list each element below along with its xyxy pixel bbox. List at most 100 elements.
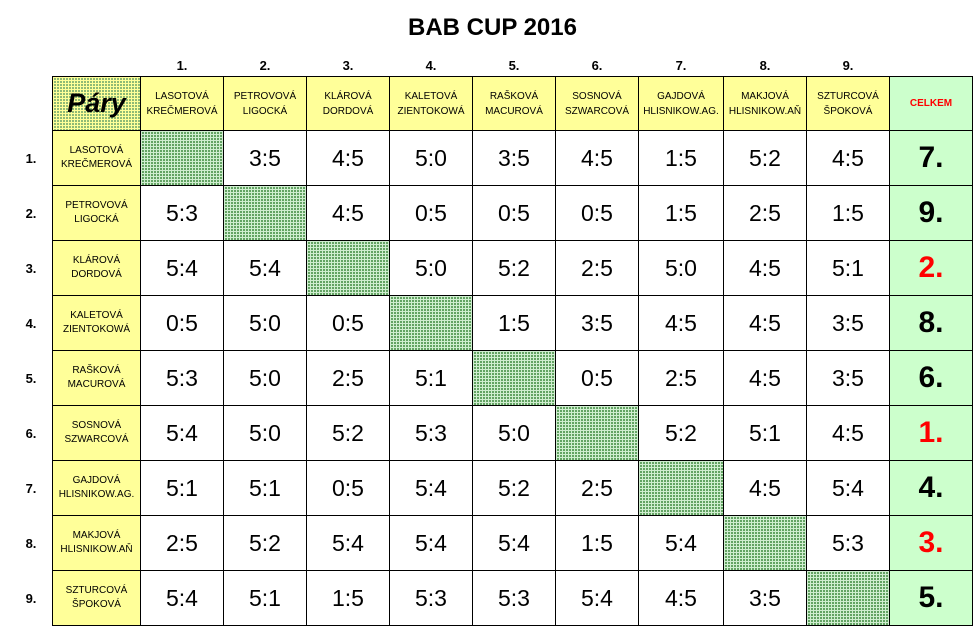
score-cell: 5:4	[555, 570, 639, 626]
diagonal-cell	[555, 405, 639, 461]
table-row: 9. SZTURCOVÁ ŠPOKOVÁ 5:4 5:1 1:5 5:3 5:3 5:4 4:5 3…	[10, 570, 973, 626]
team-header-line2: KREČMEROVÁ	[146, 105, 218, 117]
team-header-line2: ZIENTOKOWÁ	[397, 105, 465, 117]
row-team-line1: GAJDOVÁ	[72, 475, 121, 486]
rank-cell: 5.	[889, 570, 973, 626]
diagonal-cell	[140, 130, 224, 186]
row-number: 4.	[25, 315, 37, 331]
blank-corner	[890, 55, 973, 77]
score-cell: 5:4	[472, 515, 556, 571]
team-header-line1: KALETOVÁ	[404, 90, 458, 102]
score-cell: 5:3	[140, 350, 224, 406]
score-cell: 5:3	[806, 515, 890, 571]
score-cell: 4:5	[723, 240, 807, 296]
team-header-line2: LIGOCKÁ	[242, 105, 288, 117]
score-cell: 5:0	[223, 295, 307, 351]
row-number: 9.	[25, 590, 37, 606]
row-number: 8.	[25, 535, 37, 551]
blank-corner	[10, 77, 53, 131]
diagonal-cell	[472, 350, 556, 406]
column-number: 4.	[425, 58, 437, 73]
row-team-line1: LASOTOVÁ	[69, 145, 124, 156]
team-header-line2: DORDOVÁ	[322, 105, 374, 117]
rank-cell: 9.	[889, 185, 973, 241]
row-team-line2: ZIENTOKOWÁ	[62, 324, 131, 335]
row-team-name: MAKJOVÁ HLISNIKOW.AŇ	[52, 515, 141, 571]
blank-corner	[53, 55, 141, 77]
score-cell: 5:4	[140, 405, 224, 461]
team-header-line2: SZWARCOVÁ	[564, 105, 630, 117]
score-cell: 3:5	[806, 350, 890, 406]
diagonal-cell	[638, 460, 724, 516]
score-cell: 5:2	[306, 405, 390, 461]
team-header: GAJDOVÁ HLISNIKOW.AG.	[638, 76, 724, 131]
diagonal-cell	[389, 295, 473, 351]
team-header: SZTURCOVÁ ŠPOKOVÁ	[806, 76, 890, 131]
score-cell: 5:1	[223, 460, 307, 516]
team-header: KALETOVÁ ZIENTOKOWÁ	[389, 76, 473, 131]
table-row: 7. GAJDOVÁ HLISNIKOW.AG. 5:1 5:1 0:5 5:4 5:2 2:5…	[10, 460, 973, 516]
score-cell: 4:5	[306, 185, 390, 241]
team-header-line1: MAKJOVÁ	[741, 90, 789, 102]
row-number: 2.	[25, 205, 37, 221]
row-number: 3.	[25, 260, 37, 276]
score-cell: 0:5	[389, 185, 473, 241]
score-cell: 5:0	[472, 405, 556, 461]
row-team-line1: KALETOVÁ	[70, 310, 123, 321]
score-cell: 0:5	[555, 185, 639, 241]
pary-label: Páry	[52, 76, 141, 131]
team-header: KLÁROVÁ DORDOVÁ	[306, 76, 390, 131]
team-header-line1: KLÁROVÁ	[324, 90, 372, 102]
column-number-row: 1. 2. 3. 4. 5. 6. 7. 8. 9.	[10, 55, 973, 77]
score-cell: 4:5	[638, 295, 724, 351]
score-cell: 1:5	[472, 295, 556, 351]
row-team-line1: MAKJOVÁ	[72, 530, 121, 541]
score-cell: 3:5	[723, 570, 807, 626]
score-cell: 5:4	[140, 570, 224, 626]
team-header-line1: LASOTOVÁ	[155, 90, 209, 102]
score-cell: 5:0	[223, 350, 307, 406]
table-row: 3. KLÁROVÁ DORDOVÁ 5:4 5:4 5:0 5:2 2:5 5:0 4:5 5:1…	[10, 240, 973, 296]
score-cell: 1:5	[638, 130, 724, 186]
team-header: RAŠKOVÁ MACUROVÁ	[472, 76, 556, 131]
score-cell: 5:4	[306, 515, 390, 571]
team-header-line2: HLISNIKOW.AG.	[643, 105, 719, 117]
row-team-line2: DORDOVÁ	[71, 269, 122, 280]
diagonal-cell	[723, 515, 807, 571]
row-team-name: PETROVOVÁ LIGOCKÁ	[52, 185, 141, 241]
row-team-line2: ŠPOKOVÁ	[72, 599, 121, 610]
score-cell: 5:1	[140, 460, 224, 516]
score-cell: 3:5	[472, 130, 556, 186]
table-row: 2. PETROVOVÁ LIGOCKÁ 5:3 4:5 0:5 0:5 0:5 1:5 2:5 1…	[10, 185, 973, 241]
row-team-line2: KREČMEROVÁ	[60, 159, 133, 170]
score-cell: 5:0	[223, 405, 307, 461]
row-team-line1: SZTURCOVÁ	[65, 585, 128, 596]
team-header: LASOTOVÁ KREČMEROVÁ	[140, 76, 224, 131]
diagonal-cell	[306, 240, 390, 296]
table-row: 5. RAŠKOVÁ MACUROVÁ 5:3 5:0 2:5 5:1 0:5 2:5 4:5 3:…	[10, 350, 973, 406]
score-cell: 1:5	[806, 185, 890, 241]
celkem-header: CELKEM	[889, 76, 973, 131]
score-cell: 1:5	[555, 515, 639, 571]
score-cell: 5:0	[638, 240, 724, 296]
score-cell: 4:5	[723, 460, 807, 516]
score-cell: 5:4	[389, 460, 473, 516]
score-cell: 5:0	[389, 130, 473, 186]
team-header-line1: GAJDOVÁ	[657, 90, 705, 102]
score-cell: 4:5	[806, 405, 890, 461]
team-header-line1: SOSNOVÁ	[572, 90, 622, 102]
score-cell: 4:5	[555, 130, 639, 186]
score-cell: 5:3	[389, 405, 473, 461]
score-cell: 2:5	[723, 185, 807, 241]
score-cell: 5:4	[638, 515, 724, 571]
score-cell: 2:5	[555, 460, 639, 516]
row-team-name: GAJDOVÁ HLISNIKOW.AG.	[52, 460, 141, 516]
score-cell: 5:2	[223, 515, 307, 571]
score-cell: 5:2	[472, 240, 556, 296]
row-team-line2: MACUROVÁ	[67, 379, 126, 390]
score-cell: 5:3	[140, 185, 224, 241]
diagonal-cell	[806, 570, 890, 626]
score-cell: 0:5	[555, 350, 639, 406]
score-cell: 5:1	[223, 570, 307, 626]
row-number: 6.	[25, 425, 37, 441]
